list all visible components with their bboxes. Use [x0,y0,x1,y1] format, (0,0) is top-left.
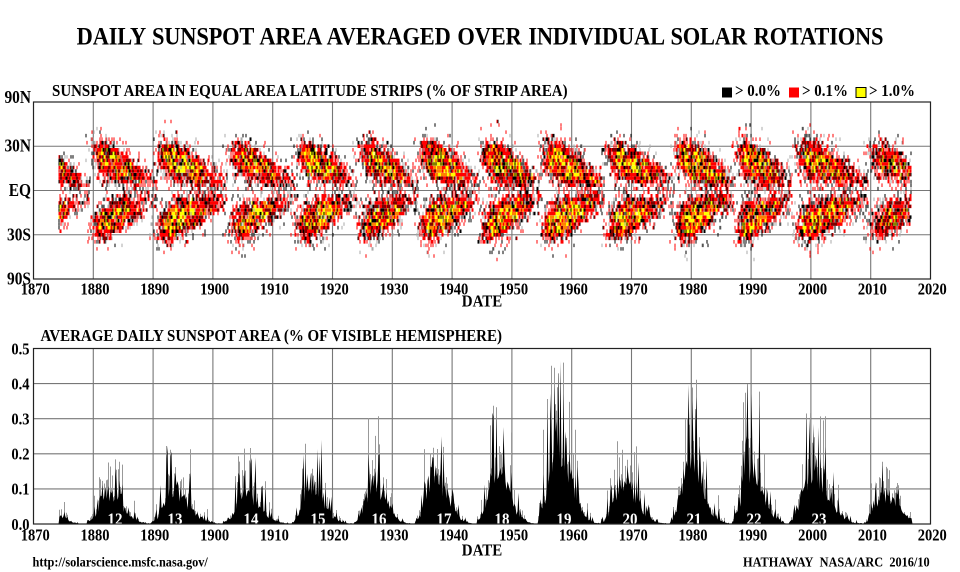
svg-text:1900: 1900 [200,527,229,545]
svg-text:0.5: 0.5 [11,340,29,358]
svg-text:EQ: EQ [9,180,31,200]
svg-text:2010: 2010 [858,527,887,545]
svg-text:> 0.0%: > 0.0% [735,82,781,100]
svg-text:DAILY SUNSPOT AREA AVERAGED OV: DAILY SUNSPOT AREA AVERAGED OVER INDIVID… [77,23,884,51]
svg-text:90S: 90S [7,269,31,289]
svg-text:1880: 1880 [80,527,109,545]
svg-text:1940: 1940 [439,527,468,545]
svg-text:1980: 1980 [678,527,707,545]
svg-text:1930: 1930 [379,281,408,299]
svg-text:2000: 2000 [798,281,827,299]
svg-text:1970: 1970 [619,527,648,545]
svg-text:1990: 1990 [738,281,767,299]
svg-text:1930: 1930 [379,527,408,545]
svg-text:1960: 1960 [559,527,588,545]
svg-text:DATE: DATE [462,542,502,560]
svg-text:0.2: 0.2 [11,446,29,464]
svg-text:1960: 1960 [559,281,588,299]
svg-text:30S: 30S [7,224,31,244]
svg-text:0.1: 0.1 [11,481,29,499]
svg-text:2010: 2010 [858,281,887,299]
svg-text:14: 14 [244,511,259,529]
svg-text:1900: 1900 [200,281,229,299]
svg-text:1970: 1970 [619,281,648,299]
svg-text:1870: 1870 [21,281,50,299]
svg-text:1940: 1940 [439,281,468,299]
svg-text:SUNSPOT AREA IN EQUAL AREA LAT: SUNSPOT AREA IN EQUAL AREA LATITUDE STRI… [52,82,568,100]
svg-text:1910: 1910 [260,281,289,299]
svg-text:1950: 1950 [499,527,528,545]
svg-text:2020: 2020 [918,281,947,299]
svg-text:HATHAWAY NASA/ARC 2016/10: HATHAWAY NASA/ARC 2016/10 [743,554,930,570]
svg-text:30N: 30N [4,136,31,156]
svg-text:0.0: 0.0 [11,516,29,534]
svg-text:0.4: 0.4 [11,376,29,394]
svg-text:1990: 1990 [738,527,767,545]
svg-text:AVERAGE DAILY SUNSPOT AREA (%: AVERAGE DAILY SUNSPOT AREA (% OF VISIBLE… [41,327,502,345]
svg-text:1870: 1870 [21,527,50,545]
svg-text:1980: 1980 [678,281,707,299]
svg-text:1910: 1910 [260,527,289,545]
svg-text:> 0.1%: > 0.1% [802,82,848,100]
svg-text:1890: 1890 [140,281,169,299]
svg-text:90N: 90N [4,87,31,107]
svg-text:0.3: 0.3 [11,411,29,429]
svg-text:1890: 1890 [140,527,169,545]
svg-text:12: 12 [108,511,123,529]
svg-text:> 1.0%: > 1.0% [869,82,915,100]
svg-text:DATE: DATE [462,293,502,311]
svg-text:http://solarscience.msfc.nasa.: http://solarscience.msfc.nasa.gov/ [33,554,209,570]
svg-text:1880: 1880 [80,281,109,299]
svg-text:1950: 1950 [499,281,528,299]
svg-text:2020: 2020 [918,527,947,545]
svg-text:1920: 1920 [320,281,349,299]
svg-text:13: 13 [168,511,183,529]
svg-text:1920: 1920 [320,527,349,545]
svg-text:2000: 2000 [798,527,827,545]
